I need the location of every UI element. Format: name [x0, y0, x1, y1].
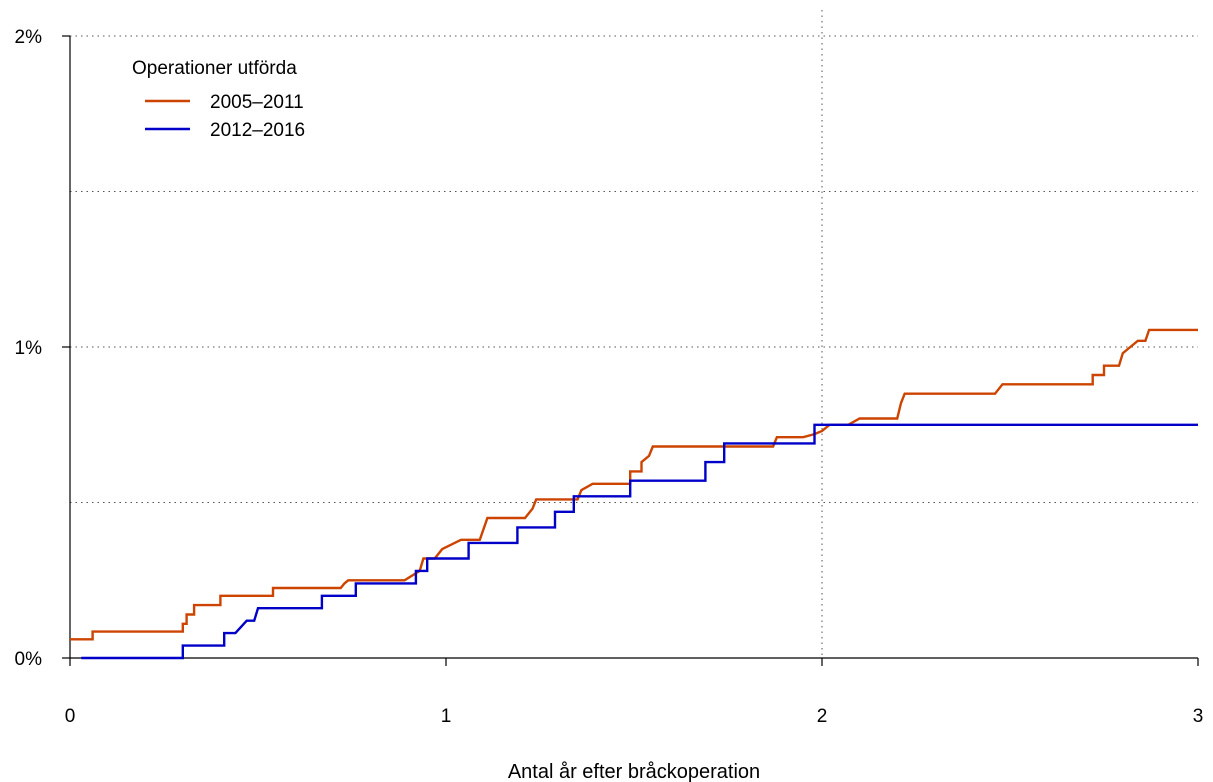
legend: Operationer utförda 2005–2011 2012–2016: [132, 58, 305, 141]
y-ticks: 0% 1% 2%: [15, 27, 70, 670]
legend-title: Operationer utförda: [132, 58, 297, 79]
x-ticks: 0 1 2 3: [65, 658, 1204, 727]
y-tick-label-0: 0%: [15, 649, 43, 670]
x-tick-label-3: 3: [1193, 706, 1204, 727]
x-tick-label-2: 2: [817, 706, 828, 727]
gridlines: [70, 10, 1198, 658]
series-lines: [70, 328, 1198, 660]
x-tick-label-1: 1: [441, 706, 452, 727]
series-line-2012–2016: [81, 423, 1198, 660]
legend-label-2005–2011: 2005–2011: [210, 92, 304, 113]
x-tick-label-0: 0: [65, 706, 76, 727]
legend-label-2012–2016: 2012–2016: [210, 120, 305, 141]
y-tick-label-1: 1%: [15, 338, 43, 359]
series-line-2005–2011: [70, 328, 1198, 641]
y-tick-label-2: 2%: [15, 27, 43, 48]
x-axis-title: Antal år efter bråckoperation: [508, 761, 760, 782]
